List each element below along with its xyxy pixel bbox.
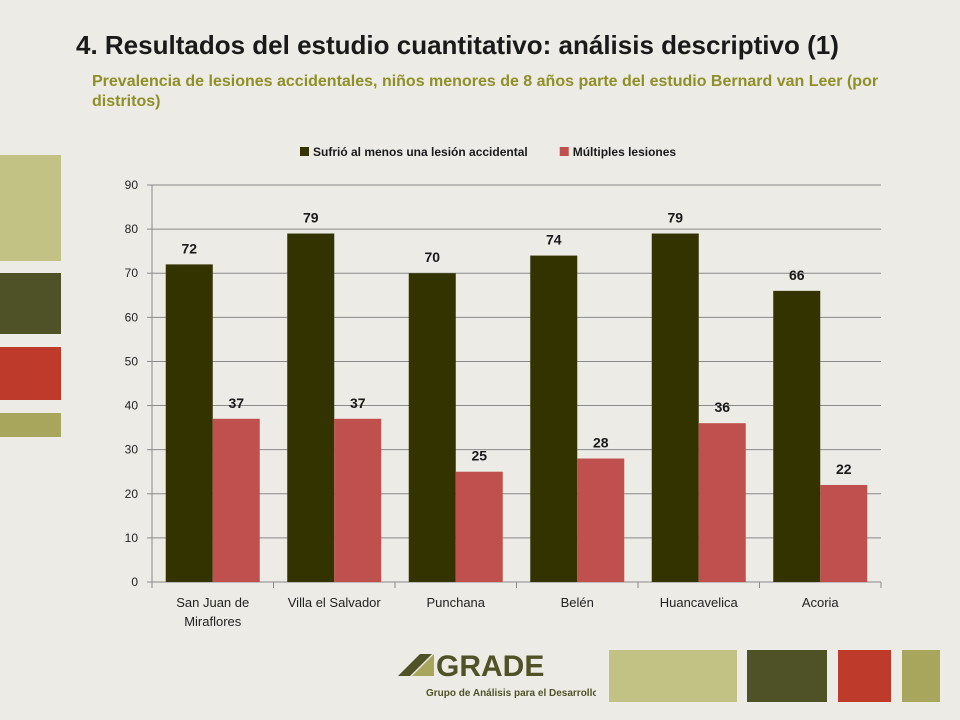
deco-square-red	[0, 347, 61, 400]
y-tick-label: 20	[125, 487, 139, 501]
data-label: 79	[667, 210, 683, 226]
bar-multiples	[455, 471, 503, 582]
legend-label: Múltiples lesiones	[573, 145, 677, 159]
logo-tagline: Grupo de Análisis para el Desarrollo	[426, 688, 596, 699]
data-label: 74	[546, 232, 562, 248]
x-category-label: Miraflores	[184, 614, 242, 629]
data-label: 72	[181, 240, 197, 256]
deco-square-bottom-olive	[902, 650, 940, 702]
bar-multiples	[212, 418, 260, 582]
logo-mark-dark	[398, 654, 432, 676]
y-tick-label: 0	[131, 575, 138, 589]
data-label: 22	[836, 461, 852, 477]
deco-square-light	[0, 155, 61, 261]
logo-wordmark: GRADE	[436, 650, 544, 683]
data-label: 37	[350, 395, 366, 411]
bar-lesion	[287, 233, 335, 582]
bar-lesion	[773, 290, 821, 582]
x-category-label: San Juan de	[176, 595, 249, 610]
deco-square-bottom-light	[609, 650, 737, 702]
data-label: 70	[424, 249, 440, 265]
deco-square-bottom-dark	[747, 650, 827, 702]
data-label: 79	[303, 210, 319, 226]
data-label: 25	[471, 448, 487, 464]
data-label: 37	[228, 395, 244, 411]
y-tick-label: 40	[125, 399, 139, 413]
y-tick-label: 30	[125, 443, 139, 457]
data-label: 66	[789, 267, 805, 283]
bar-multiples	[577, 458, 625, 582]
bar-lesion	[651, 233, 699, 582]
y-tick-label: 80	[125, 222, 139, 236]
deco-square-bottom-red	[838, 650, 891, 702]
y-tick-label: 70	[125, 266, 139, 280]
deco-square-dark	[0, 273, 61, 334]
x-category-label: Belén	[561, 595, 594, 610]
y-tick-label: 90	[125, 178, 139, 192]
deco-square-olive	[0, 413, 61, 437]
bar-multiples	[698, 423, 746, 582]
x-category-label: Acoria	[802, 595, 840, 610]
y-tick-label: 60	[125, 310, 139, 324]
x-category-label: Punchana	[426, 595, 485, 610]
grade-logo: GRADE Grupo de Análisis para el Desarrol…	[398, 650, 596, 699]
logo-mark-light	[412, 654, 434, 676]
data-label: 28	[593, 434, 609, 450]
x-category-label: Villa el Salvador	[288, 595, 382, 610]
slide-subtitle: Prevalencia de lesiones accidentales, ni…	[92, 73, 879, 110]
bar-lesion	[530, 255, 578, 583]
y-tick-label: 10	[125, 531, 139, 545]
x-category-label: Huancavelica	[660, 595, 739, 610]
bar-multiples	[334, 418, 382, 582]
legend-swatch	[559, 147, 569, 156]
slide-title: 4. Resultados del estudio cuantitativo: …	[76, 30, 839, 60]
legend-label: Sufrió al menos una lesión accidental	[313, 145, 528, 159]
legend-swatch	[300, 147, 309, 156]
y-tick-label: 50	[125, 354, 139, 368]
bar-multiples	[820, 484, 868, 582]
bar-lesion	[408, 273, 456, 582]
data-label: 36	[714, 399, 730, 415]
bar-lesion	[165, 264, 213, 582]
